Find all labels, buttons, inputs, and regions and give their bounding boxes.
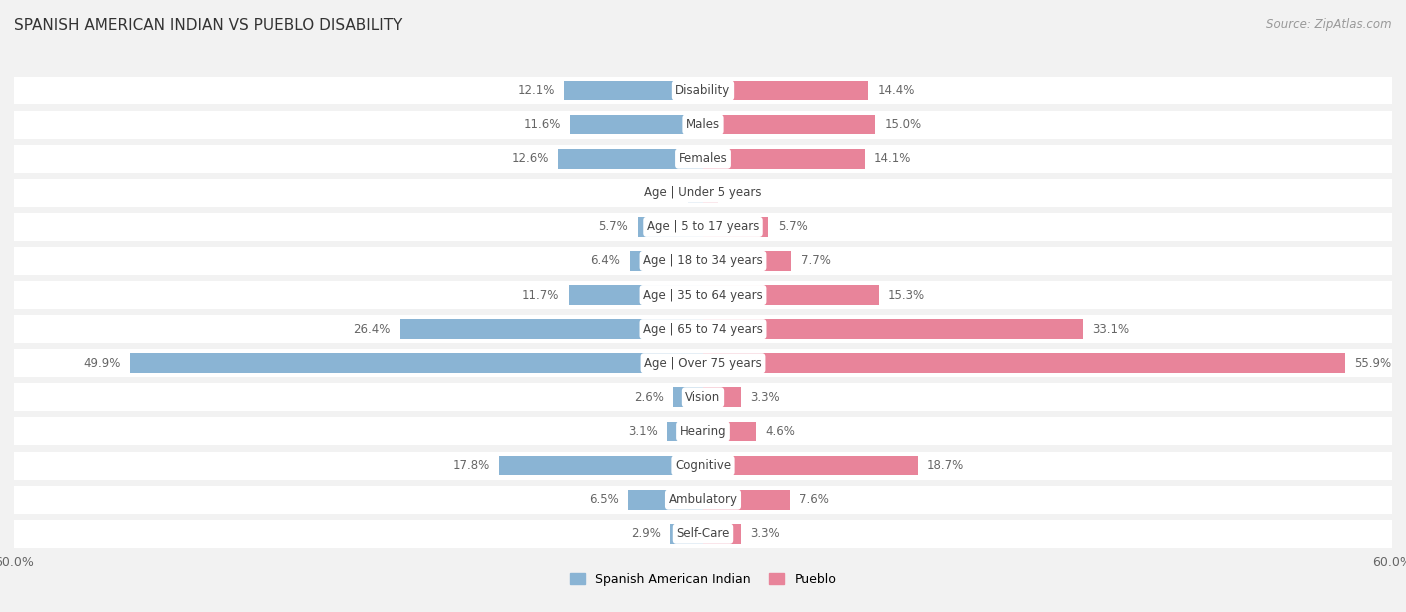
Text: 1.3%: 1.3% xyxy=(650,186,679,200)
Text: 11.6%: 11.6% xyxy=(523,118,561,131)
Text: 5.7%: 5.7% xyxy=(778,220,807,233)
Bar xyxy=(628,490,703,510)
Bar xyxy=(14,349,1392,377)
Bar xyxy=(703,422,756,441)
Text: Source: ZipAtlas.com: Source: ZipAtlas.com xyxy=(1267,18,1392,31)
Legend: Spanish American Indian, Pueblo: Spanish American Indian, Pueblo xyxy=(564,567,842,592)
Text: 7.6%: 7.6% xyxy=(800,493,830,506)
Text: 55.9%: 55.9% xyxy=(1354,357,1391,370)
Text: Males: Males xyxy=(686,118,720,131)
Bar xyxy=(669,524,703,543)
Bar xyxy=(703,149,865,168)
Text: 26.4%: 26.4% xyxy=(353,323,391,335)
Text: 7.7%: 7.7% xyxy=(800,255,831,267)
Bar xyxy=(703,114,875,135)
Text: 18.7%: 18.7% xyxy=(927,459,965,472)
Bar xyxy=(703,319,1083,339)
Bar xyxy=(703,217,769,237)
Bar xyxy=(14,111,1392,138)
Text: Vision: Vision xyxy=(685,391,721,404)
Bar xyxy=(688,183,703,203)
Text: 15.3%: 15.3% xyxy=(887,289,925,302)
Text: Self-Care: Self-Care xyxy=(676,528,730,540)
Bar xyxy=(703,490,790,510)
Text: 3.3%: 3.3% xyxy=(749,528,780,540)
Bar xyxy=(703,81,869,100)
Bar xyxy=(14,452,1392,480)
Text: 11.7%: 11.7% xyxy=(522,289,560,302)
Text: Ambulatory: Ambulatory xyxy=(668,493,738,506)
Text: 14.4%: 14.4% xyxy=(877,84,915,97)
Text: Age | 18 to 34 years: Age | 18 to 34 years xyxy=(643,255,763,267)
Bar xyxy=(564,81,703,100)
Text: SPANISH AMERICAN INDIAN VS PUEBLO DISABILITY: SPANISH AMERICAN INDIAN VS PUEBLO DISABI… xyxy=(14,18,402,34)
Text: 33.1%: 33.1% xyxy=(1092,323,1129,335)
Text: Hearing: Hearing xyxy=(679,425,727,438)
Bar xyxy=(703,353,1346,373)
Text: Age | 5 to 17 years: Age | 5 to 17 years xyxy=(647,220,759,233)
Text: 2.6%: 2.6% xyxy=(634,391,664,404)
Bar xyxy=(630,251,703,271)
Bar xyxy=(14,383,1392,411)
Bar xyxy=(499,456,703,476)
Text: 3.1%: 3.1% xyxy=(628,425,658,438)
Bar xyxy=(673,387,703,407)
Text: Age | Under 5 years: Age | Under 5 years xyxy=(644,186,762,200)
Text: 6.4%: 6.4% xyxy=(591,255,620,267)
Bar xyxy=(14,179,1392,207)
Bar xyxy=(703,251,792,271)
Text: 3.3%: 3.3% xyxy=(749,391,780,404)
Bar xyxy=(703,183,718,203)
Text: Age | Over 75 years: Age | Over 75 years xyxy=(644,357,762,370)
Bar xyxy=(703,524,741,543)
Bar xyxy=(668,422,703,441)
Bar xyxy=(14,213,1392,241)
Bar xyxy=(14,486,1392,513)
Text: Cognitive: Cognitive xyxy=(675,459,731,472)
Text: 14.1%: 14.1% xyxy=(875,152,911,165)
Text: 4.6%: 4.6% xyxy=(765,425,794,438)
Bar xyxy=(569,114,703,135)
Text: Females: Females xyxy=(679,152,727,165)
Bar xyxy=(703,456,918,476)
Text: 15.0%: 15.0% xyxy=(884,118,921,131)
Bar xyxy=(637,217,703,237)
Text: 6.5%: 6.5% xyxy=(589,493,619,506)
Bar xyxy=(14,417,1392,446)
Bar xyxy=(703,285,879,305)
Text: Age | 35 to 64 years: Age | 35 to 64 years xyxy=(643,289,763,302)
Bar xyxy=(14,144,1392,173)
Text: 12.6%: 12.6% xyxy=(512,152,550,165)
Text: 2.9%: 2.9% xyxy=(631,528,661,540)
Text: 17.8%: 17.8% xyxy=(453,459,489,472)
Text: Age | 65 to 74 years: Age | 65 to 74 years xyxy=(643,323,763,335)
Bar xyxy=(14,247,1392,275)
Bar xyxy=(568,285,703,305)
Bar xyxy=(129,353,703,373)
Bar xyxy=(399,319,703,339)
Text: 49.9%: 49.9% xyxy=(83,357,121,370)
Bar xyxy=(14,315,1392,343)
Bar xyxy=(14,76,1392,105)
Bar xyxy=(14,281,1392,309)
Text: 5.7%: 5.7% xyxy=(599,220,628,233)
Text: 12.1%: 12.1% xyxy=(517,84,555,97)
Bar xyxy=(558,149,703,168)
Bar xyxy=(703,387,741,407)
Text: 1.3%: 1.3% xyxy=(727,186,756,200)
Text: Disability: Disability xyxy=(675,84,731,97)
Bar xyxy=(14,520,1392,548)
